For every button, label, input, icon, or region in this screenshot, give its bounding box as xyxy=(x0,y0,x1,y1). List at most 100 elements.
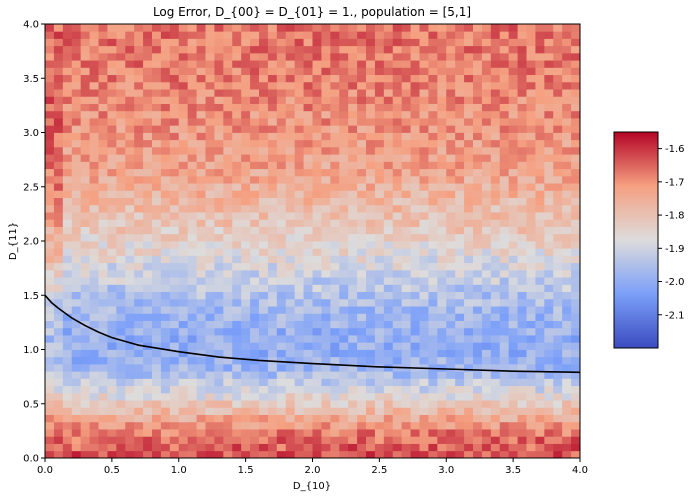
heatmap-cell xyxy=(562,132,572,141)
heatmap-cell xyxy=(348,298,358,307)
heatmap-cell xyxy=(419,67,429,76)
heatmap-cell xyxy=(348,443,358,452)
heatmap-cell xyxy=(285,219,296,227)
heatmap-cell xyxy=(160,125,171,133)
heatmap-cell xyxy=(178,371,189,379)
heatmap-cell xyxy=(535,269,545,278)
heatmap-cell xyxy=(348,320,358,329)
heatmap-cell xyxy=(562,421,572,430)
x-tick-label: 2.5 xyxy=(371,465,387,476)
heatmap-cell xyxy=(499,190,510,198)
heatmap-cell xyxy=(62,450,73,459)
heatmap-cell xyxy=(517,183,527,191)
heatmap-cell xyxy=(303,204,313,213)
heatmap-cell xyxy=(160,320,171,329)
heatmap-cell xyxy=(526,414,536,423)
heatmap-cell xyxy=(98,414,108,423)
heatmap-cell xyxy=(89,255,99,264)
heatmap-cell xyxy=(410,67,420,76)
heatmap-cell xyxy=(45,81,55,90)
heatmap-cell xyxy=(571,421,581,430)
heatmap-cell xyxy=(250,31,260,39)
heatmap-cell xyxy=(89,67,99,76)
heatmap-cell xyxy=(535,407,545,415)
heatmap-cell xyxy=(321,60,331,68)
heatmap-cell xyxy=(366,407,376,415)
heatmap-cell xyxy=(473,414,483,423)
heatmap-cell xyxy=(205,262,215,271)
heatmap-cell xyxy=(89,154,99,162)
heatmap-cell xyxy=(562,175,572,184)
heatmap-cell xyxy=(374,248,385,256)
heatmap-cell xyxy=(53,378,64,387)
heatmap-cell xyxy=(98,52,108,61)
heatmap-cell xyxy=(499,262,510,271)
heatmap-cell xyxy=(481,132,492,141)
heatmap-cell xyxy=(374,212,385,220)
heatmap-cell xyxy=(116,67,126,76)
heatmap-cell xyxy=(553,262,563,271)
heatmap-cell xyxy=(241,284,251,293)
heatmap-cell xyxy=(348,89,358,97)
heatmap-cell xyxy=(571,363,581,372)
heatmap-cell xyxy=(134,110,144,119)
heatmap-cell xyxy=(45,327,55,336)
heatmap-cell xyxy=(160,414,171,423)
heatmap-cell xyxy=(241,168,251,177)
heatmap-cell xyxy=(312,175,322,184)
heatmap-cell xyxy=(571,262,581,271)
heatmap-cell xyxy=(508,45,518,54)
heatmap-cell xyxy=(410,407,420,415)
heatmap-cell xyxy=(392,161,403,170)
heatmap-cell xyxy=(71,327,82,336)
heatmap-cell xyxy=(53,342,64,350)
heatmap-cell xyxy=(98,298,108,307)
heatmap-cell xyxy=(526,96,536,104)
heatmap-cell xyxy=(499,335,510,343)
heatmap-cell xyxy=(455,197,465,206)
heatmap-cell xyxy=(214,248,224,256)
heatmap-cell xyxy=(250,52,260,61)
heatmap-cell xyxy=(446,103,456,112)
heatmap-cell xyxy=(89,125,99,133)
heatmap-cell xyxy=(428,385,438,394)
heatmap-cell xyxy=(125,204,135,213)
heatmap-cell xyxy=(178,342,189,350)
heatmap-cell xyxy=(89,421,99,430)
heatmap-cell xyxy=(276,248,287,256)
heatmap-cell xyxy=(187,183,197,191)
heatmap-cell xyxy=(196,269,206,278)
heatmap-cell xyxy=(526,226,536,235)
heatmap-cell xyxy=(232,24,242,32)
heatmap-cell xyxy=(143,139,153,148)
heatmap-cell xyxy=(330,262,340,271)
heatmap-cell xyxy=(285,204,296,213)
heatmap-cell xyxy=(339,45,349,54)
heatmap-cell xyxy=(517,118,527,126)
heatmap-cell xyxy=(285,89,296,97)
heatmap-cell xyxy=(143,219,153,227)
heatmap-cell xyxy=(499,103,510,112)
heatmap-cell xyxy=(89,414,99,423)
heatmap-cell xyxy=(143,436,153,444)
heatmap-cell xyxy=(160,436,171,444)
heatmap-cell xyxy=(116,335,126,343)
heatmap-cell xyxy=(89,74,99,83)
heatmap-cell xyxy=(401,81,411,90)
heatmap-cell xyxy=(517,248,527,256)
heatmap-cell xyxy=(241,183,251,191)
heatmap-cell xyxy=(553,414,563,423)
heatmap-cell xyxy=(321,168,331,177)
heatmap-cell xyxy=(455,298,465,307)
heatmap-cell xyxy=(187,89,197,97)
heatmap-cell xyxy=(517,378,527,387)
heatmap-cell xyxy=(473,197,483,206)
heatmap-cell xyxy=(366,219,376,227)
heatmap-cell xyxy=(490,125,501,133)
heatmap-cell xyxy=(178,125,189,133)
heatmap-cell xyxy=(535,154,545,162)
heatmap-cell xyxy=(348,262,358,271)
heatmap-cell xyxy=(241,81,251,90)
heatmap-cell xyxy=(267,219,278,227)
heatmap-cell xyxy=(535,168,545,177)
